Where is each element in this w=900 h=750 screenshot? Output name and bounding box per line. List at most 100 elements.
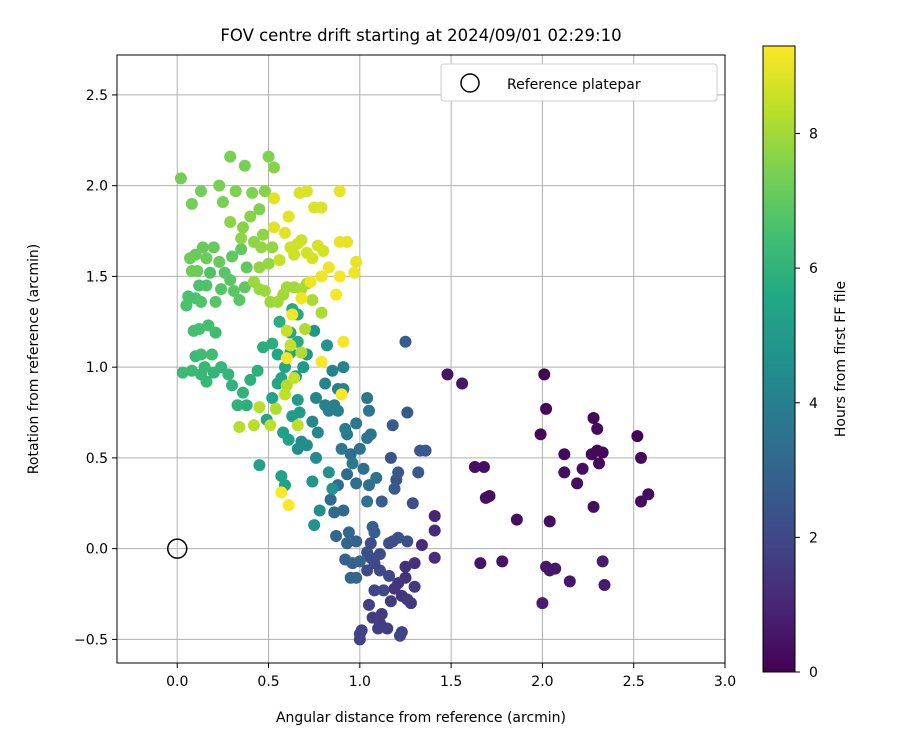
data-point: [185, 197, 198, 210]
data-point: [598, 578, 611, 591]
data-point: [209, 295, 222, 308]
data-point: [191, 264, 204, 277]
data-point: [185, 364, 198, 377]
data-point: [558, 466, 571, 479]
data-point: [224, 274, 237, 287]
data-point: [333, 270, 346, 283]
data-point: [306, 294, 319, 307]
data-point: [224, 215, 237, 228]
data-point: [587, 411, 600, 424]
data-point: [240, 399, 253, 412]
data-point: [631, 430, 644, 443]
data-point: [226, 379, 239, 392]
data-point: [273, 315, 286, 328]
data-point: [401, 535, 414, 548]
data-point: [240, 261, 253, 274]
data-point: [474, 557, 487, 570]
data-point: [319, 377, 332, 390]
y-tick-label: 0.0: [86, 542, 108, 558]
data-point: [366, 611, 379, 624]
data-point: [392, 531, 405, 544]
data-point: [174, 172, 187, 185]
data-point: [268, 192, 281, 205]
data-point: [324, 493, 337, 506]
data-point: [310, 451, 323, 464]
data-point: [326, 364, 339, 377]
data-point: [337, 335, 350, 348]
data-point: [353, 555, 366, 568]
colorbar-label: Hours from first FF file: [833, 281, 849, 437]
data-point: [194, 185, 207, 198]
y-tick-label: 1.5: [86, 269, 108, 285]
data-point: [236, 386, 249, 399]
x-tick-label: 3.0: [714, 674, 736, 690]
data-point: [388, 482, 401, 495]
legend-reference-marker: [460, 73, 480, 93]
data-point: [295, 292, 308, 305]
data-point: [224, 150, 237, 163]
data-point: [571, 477, 584, 490]
data-point: [388, 582, 401, 595]
data-point: [304, 275, 317, 288]
data-point: [326, 482, 339, 495]
data-point: [257, 341, 270, 354]
data-point: [399, 335, 412, 348]
x-tick-label: 0.5: [257, 674, 279, 690]
data-point: [286, 308, 299, 321]
data-point: [315, 270, 328, 283]
legend-box: [440, 63, 718, 102]
data-point: [200, 375, 213, 388]
data-point: [337, 504, 350, 517]
colorbar-tick-label: 4: [809, 396, 818, 412]
data-point: [209, 326, 222, 339]
data-point: [341, 537, 354, 550]
data-point: [335, 388, 348, 401]
data-point: [266, 337, 279, 350]
x-axis-ticks: 0.0 0.5 1.0 1.5 2.0 2.5 3.0: [166, 663, 736, 690]
data-point: [419, 444, 432, 457]
data-point: [306, 252, 319, 265]
data-point: [275, 470, 288, 483]
data-point: [330, 529, 343, 542]
data-point: [540, 402, 553, 415]
data-point: [406, 497, 419, 510]
data-point: [591, 422, 604, 435]
data-point: [257, 228, 270, 241]
data-point: [291, 442, 304, 455]
data-point: [282, 499, 295, 512]
data-point: [317, 245, 330, 258]
data-point: [315, 201, 328, 214]
data-point: [216, 196, 229, 209]
data-point: [339, 422, 352, 435]
data-point: [278, 226, 291, 239]
data-point: [635, 495, 648, 508]
data-point: [215, 283, 228, 296]
data-point: [361, 564, 374, 577]
data-point: [194, 295, 207, 308]
data-point: [246, 186, 259, 199]
data-point: [280, 379, 293, 392]
data-point: [534, 428, 547, 441]
colorbar-tick-label: 6: [809, 261, 818, 277]
colorbar-tick-label: 0: [809, 665, 818, 681]
data-point: [428, 551, 441, 564]
data-point: [200, 279, 213, 292]
data-point: [229, 185, 242, 198]
x-axis-label: Angular distance from reference (arcmin): [276, 710, 566, 726]
data-point: [280, 352, 293, 365]
data-points: [174, 150, 655, 646]
data-point: [428, 524, 441, 537]
data-point: [333, 185, 346, 198]
chart-title: FOV centre drift starting at 2024/09/01 …: [220, 26, 621, 45]
x-tick-label: 1.0: [349, 674, 371, 690]
data-point: [328, 506, 341, 519]
data-point: [536, 597, 549, 610]
data-point: [315, 306, 328, 319]
colorbar-tick-label: 8: [809, 127, 818, 143]
data-point: [346, 457, 359, 470]
data-point: [357, 462, 370, 475]
data-point: [401, 593, 414, 606]
data-point: [350, 255, 363, 268]
data-point: [328, 399, 341, 412]
